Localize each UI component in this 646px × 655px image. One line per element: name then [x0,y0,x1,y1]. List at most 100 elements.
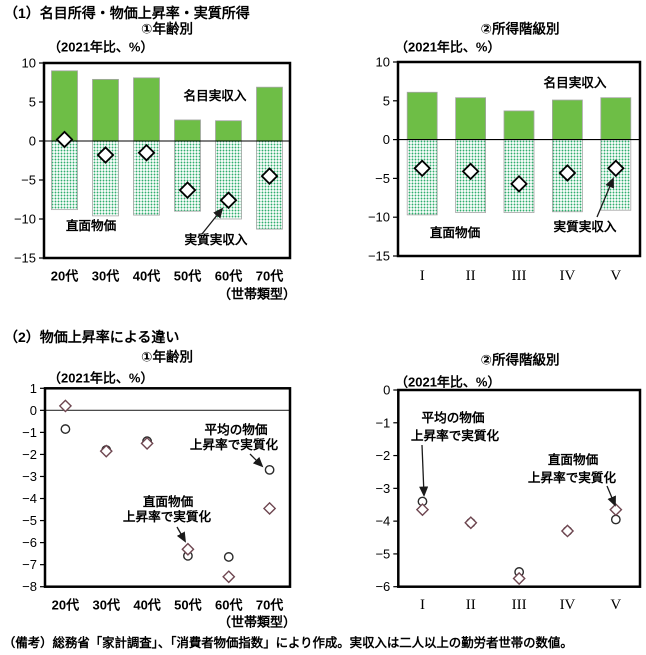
chart-inflation-diff-by-age: ①年齢別 （2021年比、%） 1 0 −1 −2 −3 −4 −5 −6 −7 −8 20代 30代 40… [22,349,296,630]
x-axis-note: （世帯類型） [218,287,296,302]
y-tick-label: −4 [22,491,37,506]
y-tick-label: 0 [383,383,390,398]
marker-faced-inflation-diamond [58,399,73,413]
bar-faced-prices [256,140,283,230]
marker-faced-inflation-diamond [181,542,195,556]
series-annotation-label: 上昇率で実質化 [123,509,212,524]
annotation-arrow [606,485,616,507]
marker-avg-inflation-circle [223,552,234,562]
chart-inflation-diff-by-income-class: ②所得階級別（2021年比、%）0−1−2−3−4−5−6I II III IV V平均… [375,352,642,613]
bar-faced-prices [406,139,438,216]
axis-unit-label: （2021年比、%） [48,371,153,386]
x-category-label: 70代 [256,598,283,613]
y-tick-label: −5 [375,546,390,561]
x-category-label: 60代 [215,269,242,284]
marker-real-income-diamond [137,143,156,162]
marker-faced-inflation-diamond [512,571,526,586]
marker-real-income-diamond [413,159,432,178]
section1-title: （1）名目所得・物価上昇率・実質所得 [4,5,250,21]
annotation-arrow [419,444,429,497]
marker-real-income-diamond [178,181,197,200]
x-category-label: I [420,597,425,613]
y-tick-label: −10 [368,210,390,225]
series-annotation-label: 上昇率で実質化 [190,437,279,452]
y-tick-label: −1 [22,425,37,440]
series-annotation-label: 直面物価 [548,452,599,467]
bar-nominal-income [600,97,632,140]
series-annotation-label: 名目実収入 [544,75,607,90]
marker-real-income-diamond [219,191,238,210]
marker-faced-inflation-diamond [560,524,575,538]
bar-nominal-income [406,91,438,140]
y-tick-label: −8 [22,579,37,594]
x-axis-note: （世帯類型） [218,615,296,630]
series-annotation-label: 実質実収入 [185,232,248,247]
series-annotation-label: 直面物価 [430,225,481,240]
marker-avg-inflation-circle [60,424,71,434]
marker-real-income-diamond [461,162,480,181]
marker-faced-inflation-diamond [609,503,623,517]
y-tick-label: −1 [375,415,390,430]
y-tick-label: 10 [376,55,390,70]
series-annotation-label: 上昇率で実質化 [411,428,500,443]
series-annotation-label: 平均の物価 [422,410,485,425]
x-category-label: II [466,268,476,284]
x-category-label: IV [559,268,575,284]
plot-frame [42,61,292,260]
bar-nominal-income [503,110,535,141]
marker-real-income-diamond [558,164,577,182]
series-annotation-label: 実質実収入 [554,219,617,234]
panel-title: ①年齢別 [141,349,193,365]
y-tick-label: −6 [22,535,37,550]
x-category-label: 50代 [174,598,201,613]
bar-nominal-income [256,86,283,142]
x-category-label: 40代 [133,598,160,613]
y-tick-label: −2 [375,448,390,463]
series-annotation-label: 名目実収入 [184,88,247,103]
y-tick-label: 5 [383,93,390,108]
y-tick-label: −3 [22,469,37,484]
bar-faced-prices [51,140,78,211]
marker-faced-inflation-diamond [222,570,236,584]
x-category-label: III [512,268,527,284]
marker-faced-inflation-diamond [415,503,430,517]
marker-faced-inflation-diamond [262,501,277,516]
marker-faced-inflation-diamond [99,444,113,458]
marker-real-income-diamond [510,174,528,193]
x-category-label: 40代 [133,269,160,284]
chart-nominal-real-by-age: ①年齢別 （2021年比、%） 10 5 0 −5 −10 −15 20代 30代 40代 50代 60… [14,21,296,302]
y-tick-label: −10 [14,212,36,227]
y-tick-label: 5 [29,95,36,110]
y-tick-label: −2 [22,447,37,462]
y-tick-label: −5 [21,173,36,188]
y-tick-label: −5 [375,171,390,186]
source-note: （備考）総務省「家計調査」、「消費者物価指数」により作成。実収入は二人以上の勤労… [3,636,573,650]
y-tick-label: 10 [22,56,36,71]
panel-title: ①年齢別 [141,21,193,37]
y-tick-label: 0 [383,132,390,147]
marker-avg-inflation-circle [610,514,621,525]
series-annotation-label: 上昇率で実質化 [528,470,617,485]
marker-real-income-diamond [55,130,74,149]
panel-title: ②所得階級別 [481,21,560,37]
marker-real-income-diamond [606,159,625,178]
plot-frame [396,60,642,258]
marker-avg-inflation-circle [264,464,275,475]
y-tick-label: −6 [375,579,390,594]
series-annotation-label: 平均の物価 [205,422,268,437]
series-annotation-label: 直面物価 [66,218,117,233]
axis-unit-label: （2021年比、%） [48,40,153,55]
series-annotation-label: 直面物価 [143,494,194,509]
y-tick-label: −5 [22,513,37,528]
annotation-arrow [596,177,614,218]
x-category-label: IV [560,597,576,613]
y-tick-label: 1 [30,381,37,396]
y-tick-label: −3 [375,481,390,496]
marker-real-income-diamond [96,146,115,164]
y-tick-label: −4 [375,514,390,529]
x-category-label: I [420,268,425,284]
plot-frame [397,388,642,588]
x-category-label: 20代 [52,598,79,613]
x-category-label: 50代 [174,269,201,284]
